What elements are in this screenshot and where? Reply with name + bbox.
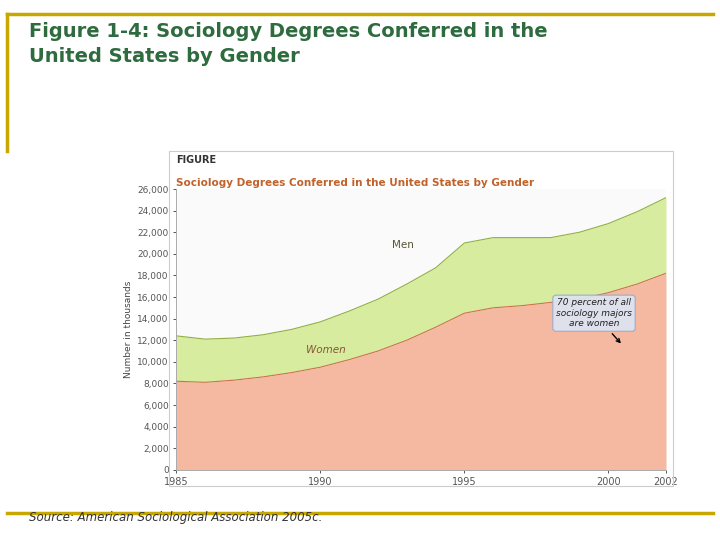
Text: Men: Men: [392, 240, 414, 251]
Text: Women: Women: [306, 345, 346, 355]
Text: Source: American Sociological Association 2005c.: Source: American Sociological Associatio…: [29, 511, 322, 524]
Text: Figure 1-4: Sociology Degrees Conferred in the
United States by Gender: Figure 1-4: Sociology Degrees Conferred …: [29, 22, 547, 65]
Text: Sociology Degrees Conferred in the United States by Gender: Sociology Degrees Conferred in the Unite…: [176, 178, 534, 188]
Text: 70 percent of all
sociology majors
are women: 70 percent of all sociology majors are w…: [556, 298, 632, 342]
Text: FIGURE: FIGURE: [176, 154, 217, 165]
Y-axis label: Number in thousands: Number in thousands: [124, 281, 133, 378]
